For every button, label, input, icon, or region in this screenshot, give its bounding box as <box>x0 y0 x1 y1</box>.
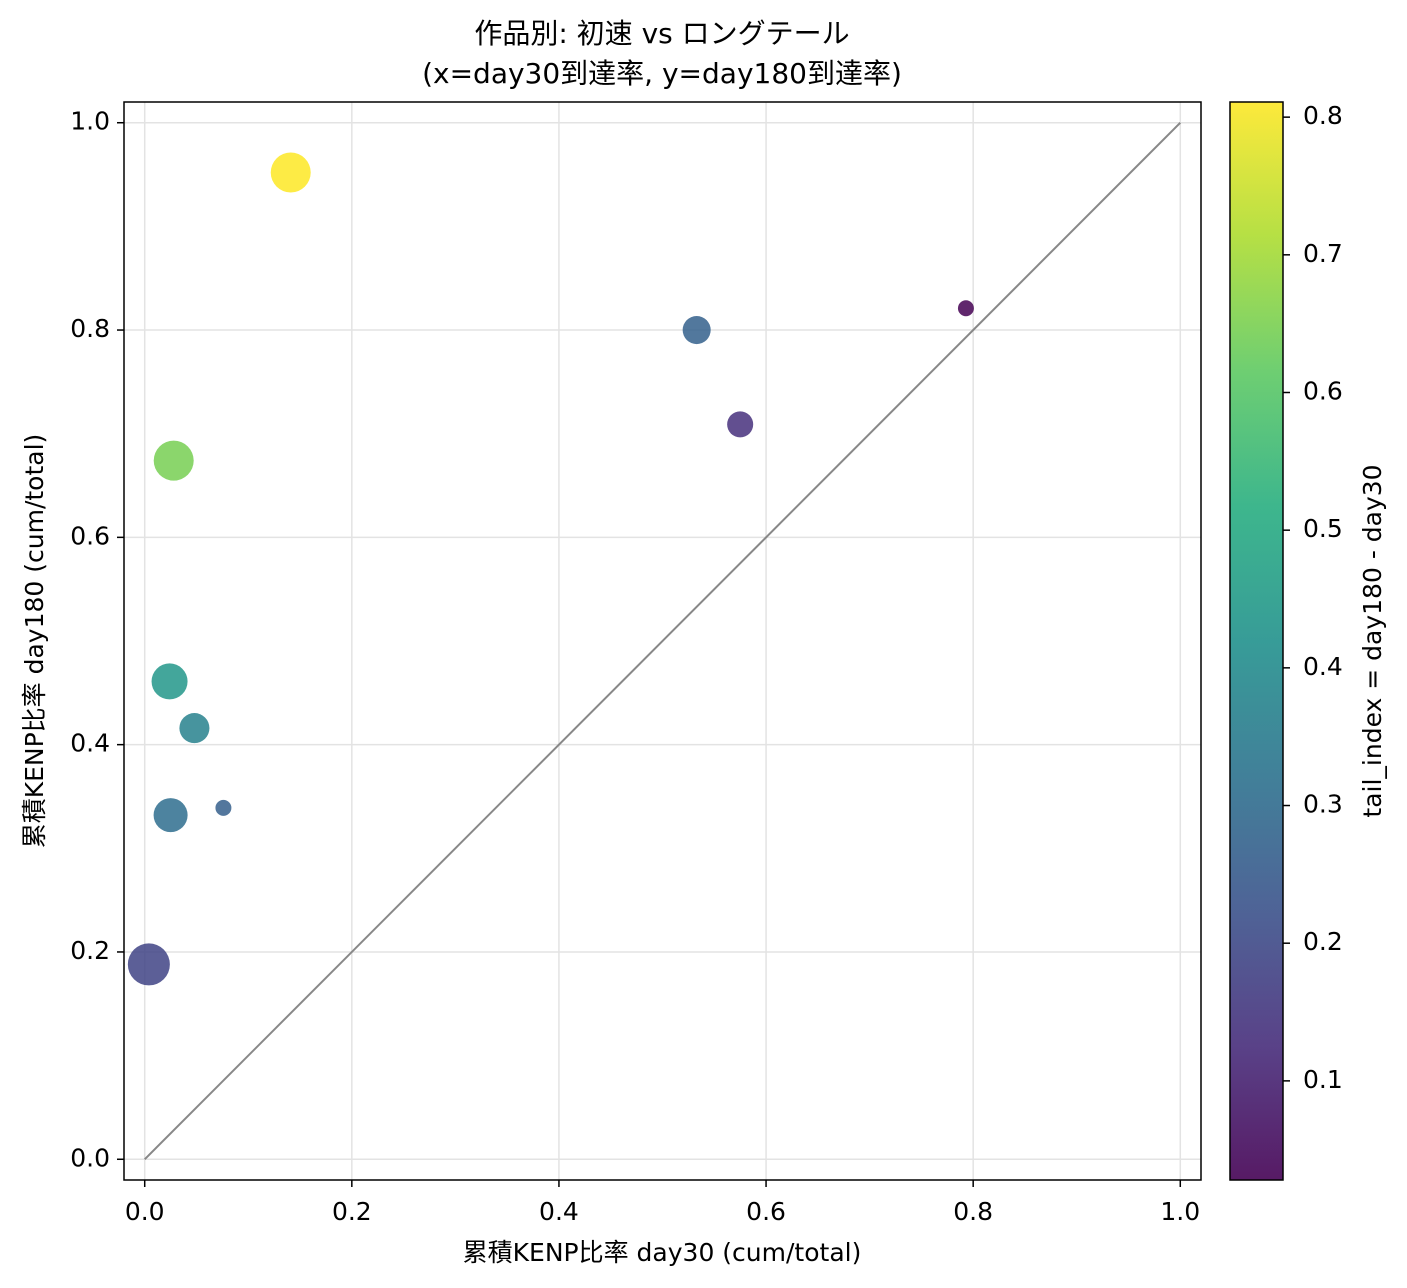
colorbar-tick-label: 0.4 <box>1303 652 1343 681</box>
colorbar-frame <box>1229 101 1284 1181</box>
x-tick-label: 0.6 <box>746 1197 786 1226</box>
scatter-point <box>179 713 210 744</box>
scatter-point <box>215 799 232 816</box>
y-tick-label: 0.2 <box>70 936 110 965</box>
colorbar <box>1230 102 1283 1180</box>
scatter-point <box>151 663 188 700</box>
x-tick-label: 1.0 <box>1160 1197 1200 1226</box>
y-axis-label: 累積KENP比率 day180 (cum/total) <box>20 434 49 849</box>
plot-frame <box>123 101 1202 1181</box>
x-tick-label: 0.4 <box>539 1197 579 1226</box>
colorbar-tick-label: 0.6 <box>1303 376 1343 405</box>
x-tick-label: 0.0 <box>125 1197 165 1226</box>
y-tick-label: 0.6 <box>70 521 110 550</box>
colorbar-label: tail_index = day180 - day30 <box>1358 464 1387 817</box>
colorbar-tick-label: 0.7 <box>1303 239 1343 268</box>
colorbar-tick-label: 0.1 <box>1303 1065 1343 1094</box>
colorbar-tick-label: 0.8 <box>1303 101 1343 130</box>
scatter-point <box>727 411 754 438</box>
colorbar-tick-label: 0.3 <box>1303 790 1343 819</box>
scatter-point <box>127 943 170 986</box>
y-tick-label: 1.0 <box>70 107 110 136</box>
colorbar-tick-label: 0.2 <box>1303 927 1343 956</box>
scatter-point <box>153 798 188 833</box>
x-tick-label: 0.2 <box>332 1197 372 1226</box>
scatter-point <box>682 316 711 345</box>
chart-title: 作品別: 初速 vs ロングテール <box>474 17 849 50</box>
y-tick-label: 0.0 <box>70 1143 110 1172</box>
chart-subtitle: (x=day30到達率, y=day180到達率) <box>422 57 902 90</box>
x-tick-label: 0.8 <box>953 1197 993 1226</box>
colorbar-tick-label: 0.5 <box>1303 514 1343 543</box>
scatter-point <box>957 300 974 317</box>
y-tick-label: 0.8 <box>70 314 110 343</box>
scatter-point <box>270 152 311 193</box>
x-axis-label: 累積KENP比率 day30 (cum/total) <box>463 1238 862 1267</box>
scatter-point <box>153 440 194 481</box>
reference-line <box>144 122 1181 1160</box>
y-tick-label: 0.4 <box>70 729 110 758</box>
